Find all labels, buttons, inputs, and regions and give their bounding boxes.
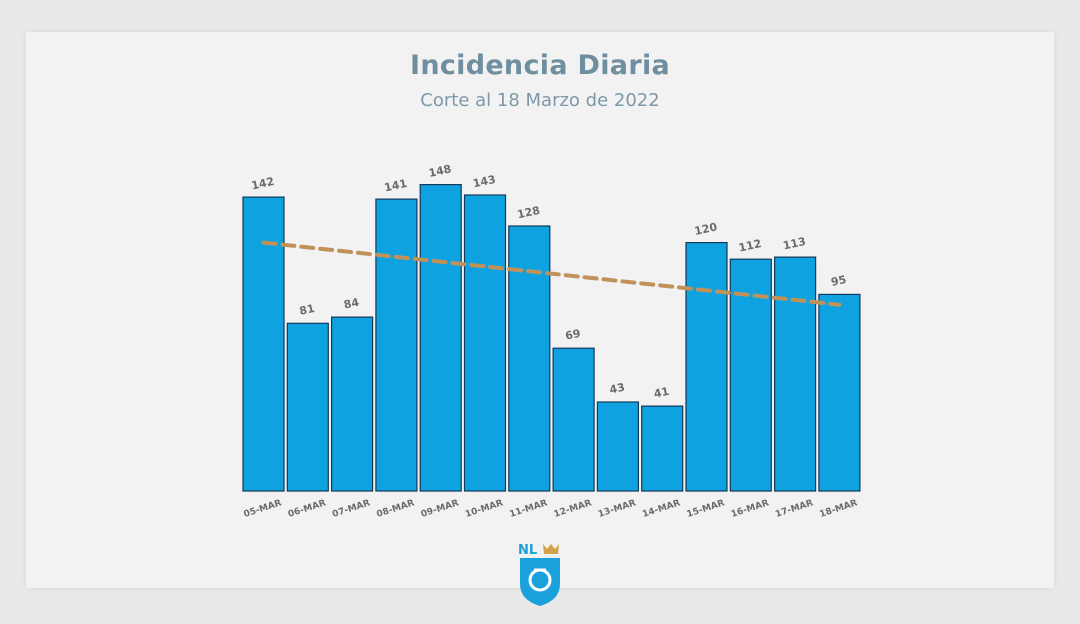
bar-17-mar (773, 256, 817, 492)
shield-icon (520, 558, 560, 606)
bar-08-mar (375, 198, 418, 492)
x-tick-label-17-mar: 17-MAR (774, 498, 814, 520)
bar-15-mar (685, 242, 728, 492)
trend-line (261, 240, 842, 307)
bar-05-mar (242, 196, 285, 492)
value-label-14-mar: 41 (653, 385, 671, 401)
value-label-05-mar: 142 (250, 175, 275, 192)
bar-13-mar (596, 401, 640, 492)
x-tick-label-12-mar: 12-MAR (553, 498, 593, 520)
logo-text: NL (518, 543, 537, 558)
value-labels-group: 142 81 84 141 148 143 128 69 43 41 120 112 113 95 (250, 162, 847, 400)
x-tick-label-15-mar: 15-MAR (686, 498, 726, 520)
x-tick-label-16-mar: 16-MAR (730, 498, 770, 520)
bar-18-mar (818, 293, 861, 492)
x-tick-label-18-mar: 18-MAR (819, 498, 859, 520)
x-tick-label-14-mar: 14-MAR (641, 498, 681, 520)
value-label-12-mar: 69 (564, 327, 582, 343)
bar-12-mar (552, 347, 595, 492)
x-tick-labels-group: 05-MAR 06-MAR 07-MAR 08-MAR 09-MAR 10-MAR 11-M… (243, 498, 859, 520)
x-tick-label-13-mar: 13-MAR (597, 498, 637, 520)
x-tick-label-06-mar: 06-MAR (287, 498, 327, 520)
x-tick-label-09-mar: 09-MAR (420, 498, 460, 520)
value-label-16-mar: 112 (737, 237, 762, 254)
bar-09-mar (419, 184, 462, 492)
bar-14-mar (641, 405, 684, 492)
value-label-07-mar: 84 (343, 296, 361, 312)
crown-icon (543, 544, 559, 554)
value-label-18-mar: 95 (830, 273, 848, 289)
chart-title: Incidencia Diaria (409, 50, 671, 81)
bar-10-mar (463, 194, 507, 492)
value-label-15-mar: 120 (693, 220, 719, 238)
nl-shield-icon: NL (518, 543, 560, 606)
x-tick-label-11-mar: 11-MAR (508, 498, 548, 520)
bar-06-mar (286, 322, 329, 492)
chart-subtitle: Corte al 18 Marzo de 2022 (420, 90, 660, 111)
value-label-10-mar: 143 (472, 173, 497, 190)
x-tick-label-07-mar: 07-MAR (331, 498, 371, 520)
x-tick-label-08-mar: 08-MAR (376, 498, 416, 520)
value-label-09-mar: 148 (427, 162, 452, 179)
value-label-08-mar: 141 (383, 177, 408, 194)
bar-07-mar (331, 316, 374, 492)
value-label-13-mar: 43 (608, 381, 626, 397)
x-tick-label-10-mar: 10-MAR (464, 498, 504, 520)
bar-11-mar (508, 225, 551, 492)
value-label-06-mar: 81 (298, 302, 316, 318)
x-tick-label-05-mar: 05-MAR (243, 498, 283, 520)
bars-group (242, 184, 861, 492)
value-label-17-mar: 113 (782, 235, 807, 252)
value-label-11-mar: 128 (516, 204, 541, 221)
